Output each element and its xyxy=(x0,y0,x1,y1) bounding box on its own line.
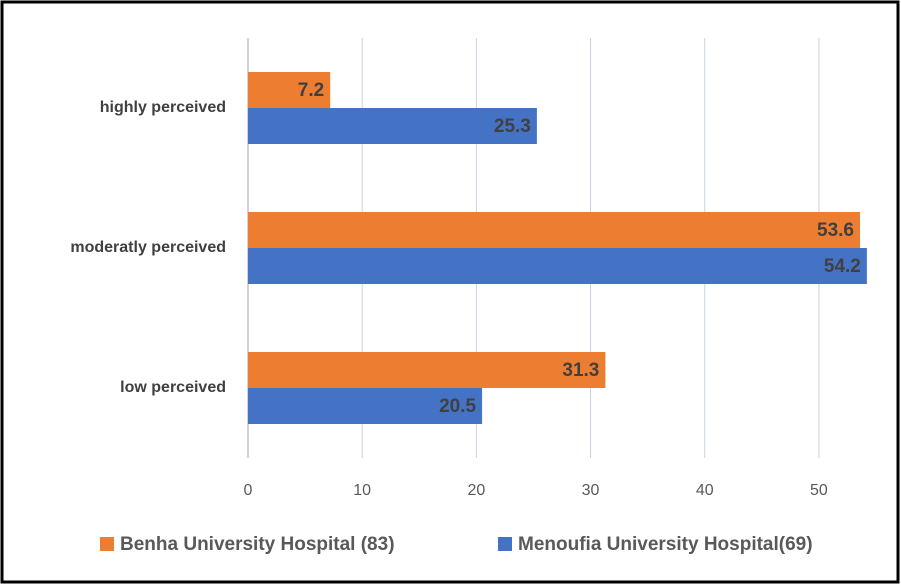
legend-swatch xyxy=(100,537,114,551)
data-label: 25.3 xyxy=(494,116,531,137)
data-label: 53.6 xyxy=(817,220,854,241)
data-label: 7.2 xyxy=(298,80,324,101)
bar xyxy=(248,212,861,248)
y-tick-label: low perceived xyxy=(120,379,226,396)
data-label: 20.5 xyxy=(439,396,476,417)
bar xyxy=(248,72,331,108)
x-tick-label: 20 xyxy=(467,482,485,499)
bar xyxy=(248,352,606,388)
y-tick-label: highly perceived xyxy=(100,99,226,116)
data-label: 31.3 xyxy=(562,360,599,381)
bar xyxy=(248,248,867,284)
x-tick-label: 30 xyxy=(582,482,600,499)
legend-label: Benha University Hospital (83) xyxy=(120,534,395,555)
x-tick-label: 10 xyxy=(353,482,371,499)
data-label: 54.2 xyxy=(824,256,861,277)
x-tick-label: 50 xyxy=(810,482,828,499)
legend-label: Menoufia University Hospital(69) xyxy=(518,534,813,555)
y-tick-label: moderatly perceived xyxy=(70,239,226,256)
bar xyxy=(248,108,537,144)
bar xyxy=(248,388,483,424)
x-tick-label: 0 xyxy=(244,482,253,499)
legend-swatch xyxy=(498,537,512,551)
x-tick-label: 40 xyxy=(696,482,714,499)
